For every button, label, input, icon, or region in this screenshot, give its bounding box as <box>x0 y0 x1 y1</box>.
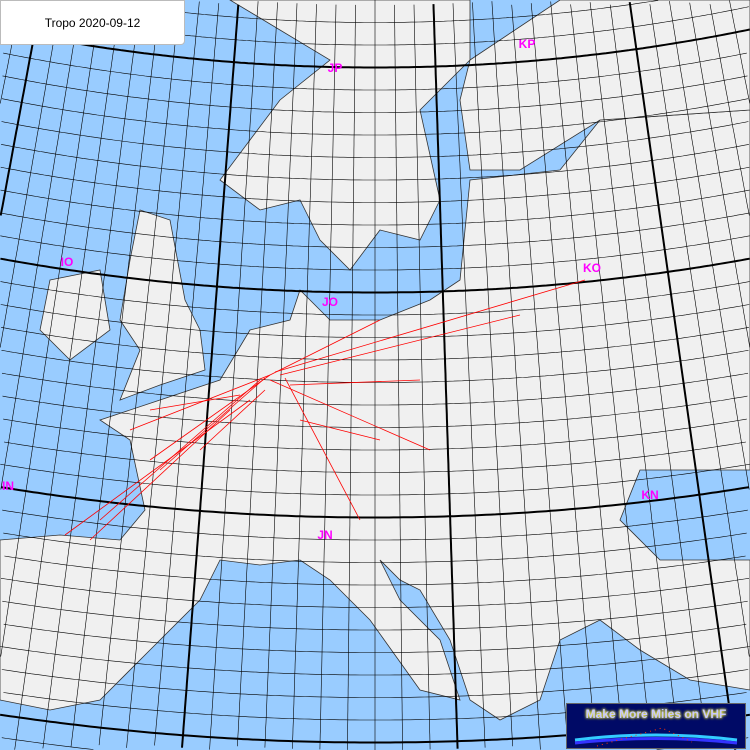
grid-meridian <box>0 1 81 490</box>
grid-meridian <box>689 2 750 348</box>
grid-meridian <box>14 2 121 750</box>
tropo-path <box>89 409 231 541</box>
tropo-path <box>199 389 266 451</box>
grid-meridian <box>264 3 298 748</box>
map-title: Tropo 2020-09-12 <box>44 15 141 30</box>
grid-meridian <box>154 3 220 746</box>
grid-meridian <box>472 2 513 747</box>
grid-meridian <box>530 3 596 746</box>
grid-meridian <box>729 0 750 104</box>
tropo-path <box>269 379 431 451</box>
grid-meridian <box>181 4 240 748</box>
tropo-path <box>279 314 521 376</box>
grid-meridian <box>511 4 569 748</box>
grid-meridian <box>550 1 624 748</box>
grid-parallel <box>1 737 94 750</box>
grid-meridian <box>237 2 278 747</box>
land-great-britain <box>119 209 206 401</box>
grid-meridian <box>98 4 180 746</box>
logo-text: Make More Miles on VHF <box>585 707 727 721</box>
grid-meridian <box>292 4 317 749</box>
map-title-box: Tropo 2020-09-12 <box>0 0 185 45</box>
field-label-jp: JP <box>327 61 343 75</box>
logo: Make More Miles on VHF <box>566 703 746 749</box>
grid-meridian <box>0 4 101 657</box>
grid-meridian <box>319 4 337 750</box>
tropo-path <box>159 377 266 471</box>
field-label-io: IO <box>60 255 74 269</box>
grid-meridian <box>452 3 486 748</box>
grid-meridian <box>669 1 750 490</box>
grid-meridian <box>413 4 431 750</box>
tropo-path <box>299 419 381 441</box>
grid-meridian <box>589 2 680 747</box>
tropo-path <box>149 394 241 411</box>
tropo-path <box>129 374 271 431</box>
grid-meridian <box>209 1 259 750</box>
field-label-kn: KN <box>641 488 659 502</box>
grid-meridian <box>126 1 200 748</box>
grid-meridian <box>42 4 141 749</box>
field-label-ko: KO <box>583 261 601 275</box>
field-label-kp: KP <box>518 37 536 51</box>
grid-meridian <box>649 4 750 657</box>
tropo-path <box>99 379 261 521</box>
field-label-in: IN <box>2 479 14 493</box>
grid-meridian <box>709 4 750 216</box>
field-label-jo: JO <box>321 295 339 309</box>
grid-meridian <box>432 4 459 749</box>
grid-meridian <box>570 4 652 746</box>
land-ireland <box>39 269 111 361</box>
tropo-path <box>269 319 381 376</box>
logo-horizon-graphic <box>574 727 738 747</box>
tropo-path <box>274 279 586 373</box>
grid-meridian <box>394 4 403 750</box>
grid-meridian <box>628 1 737 750</box>
tropo-path <box>289 379 421 386</box>
tropo-path <box>284 377 361 521</box>
grid-meridian <box>0 2 61 348</box>
grid-meridian <box>347 4 356 750</box>
field-label-jn: JN <box>317 528 333 542</box>
tropo-path <box>64 399 251 536</box>
tropo-paths <box>64 279 586 541</box>
grid-meridian <box>491 1 541 750</box>
grid-meridian <box>609 4 708 749</box>
grid-meridian <box>70 2 161 747</box>
